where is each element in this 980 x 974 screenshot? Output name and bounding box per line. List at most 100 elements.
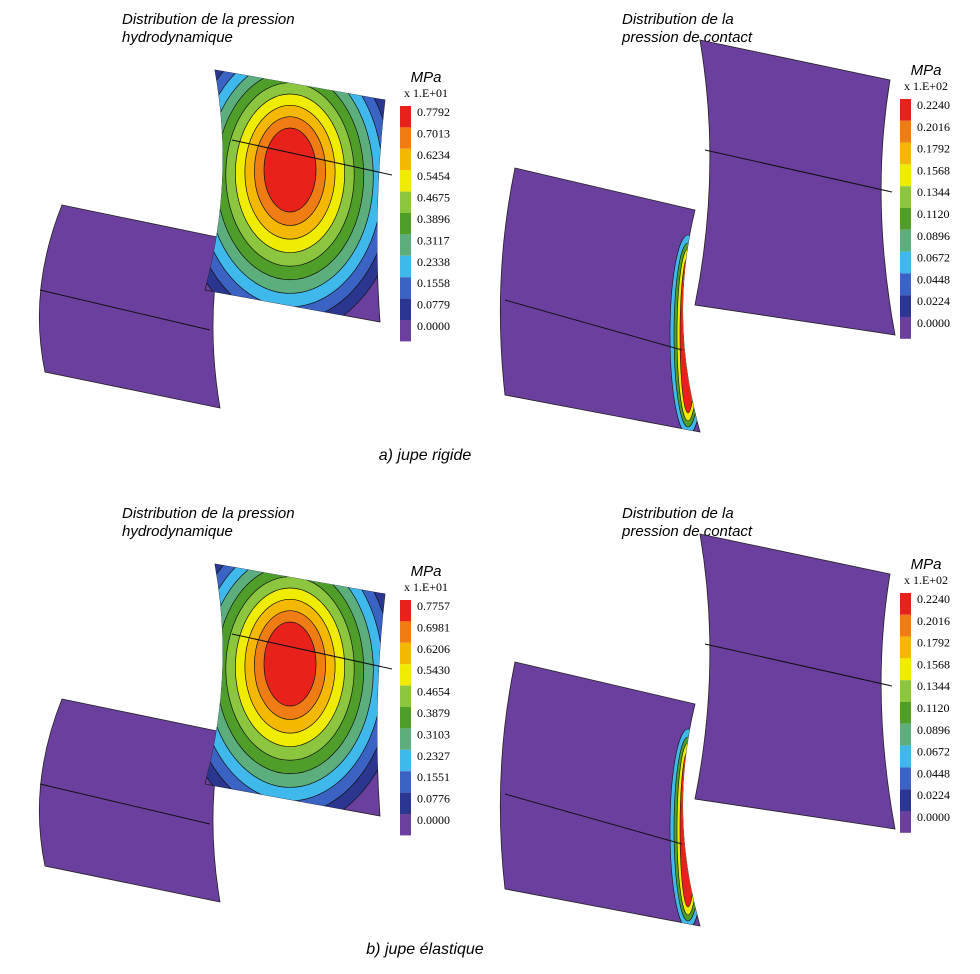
legend-label: 0.3103 <box>417 727 450 741</box>
legend-label: 0.0448 <box>917 272 950 286</box>
multiplier: x 1.E+01 <box>404 86 448 100</box>
figure-row: Distribution de la pressionhydrodynamiqu… <box>39 11 950 464</box>
sheet <box>500 168 700 432</box>
legend-label: 0.0448 <box>917 766 950 780</box>
contour <box>680 751 696 907</box>
legend-swatch <box>900 789 911 811</box>
contours <box>670 729 706 929</box>
contours <box>178 520 402 828</box>
legend-swatch <box>400 149 411 170</box>
panel-title: Distribution de la <box>622 505 734 522</box>
legend-label: 0.3896 <box>417 212 450 226</box>
legend-label: 0.2240 <box>917 592 950 606</box>
legend-label: 0.1344 <box>917 185 950 199</box>
panel-title: Distribution de la <box>622 11 734 28</box>
legend-label: 0.1568 <box>917 657 950 671</box>
legend-label: 0.0776 <box>417 792 450 806</box>
panel-title: hydrodynamique <box>122 523 233 540</box>
caption: b) jupe élastique <box>366 941 484 958</box>
contours <box>670 235 706 435</box>
legend-label: 0.0000 <box>417 319 450 333</box>
legend-swatch <box>900 317 911 339</box>
legend-swatch <box>900 746 911 768</box>
legend-label: 0.0000 <box>417 813 450 827</box>
legend-swatch <box>900 208 911 230</box>
legend-label: 0.4675 <box>417 191 450 205</box>
panel-title: pression de contact <box>621 29 753 46</box>
legend-swatch <box>900 680 911 702</box>
legend-label: 0.2338 <box>417 255 450 269</box>
contour <box>680 257 696 413</box>
legend-swatch <box>400 707 411 728</box>
legend-label: 0.0779 <box>417 298 450 312</box>
legend-swatch <box>900 593 911 615</box>
legend-label: 0.0896 <box>917 229 950 243</box>
multiplier: x 1.E+01 <box>404 580 448 594</box>
legend-label: 0.0896 <box>917 723 950 737</box>
sheet <box>39 205 222 408</box>
legend-label: 0.7013 <box>417 126 450 140</box>
legend-label: 0.6981 <box>417 620 450 634</box>
legend-label: 0.2016 <box>917 120 950 134</box>
legend-swatch <box>900 186 911 208</box>
sheet <box>695 534 895 829</box>
legend-swatch <box>900 811 911 833</box>
legend-label: 0.2327 <box>417 749 450 763</box>
legend-swatch <box>400 213 411 234</box>
sheet <box>39 699 222 902</box>
legend-swatch <box>900 230 911 252</box>
legend-swatch <box>400 256 411 277</box>
legend-label: 0.0000 <box>917 316 950 330</box>
legend-swatch <box>400 234 411 255</box>
legend-label: 0.1551 <box>417 770 450 784</box>
legend-swatch <box>400 814 411 835</box>
legend-swatch <box>900 702 911 724</box>
legend-label: 0.1792 <box>917 636 950 650</box>
figure: Distribution de la pressionhydrodynamiqu… <box>0 0 980 974</box>
legend-label: 0.7757 <box>417 599 450 613</box>
legend-swatch <box>900 164 911 186</box>
legend-swatch <box>400 793 411 814</box>
unit: MPa <box>911 556 942 573</box>
sheet <box>500 662 700 926</box>
legend-swatch <box>900 143 911 165</box>
legend-label: 0.2240 <box>917 98 950 112</box>
legend-label: 0.3117 <box>417 233 450 247</box>
legend-swatch <box>400 686 411 707</box>
panel-title: hydrodynamique <box>122 29 233 46</box>
figure-row: Distribution de la pressionhydrodynamiqu… <box>39 505 950 958</box>
legend-label: 0.6206 <box>417 642 450 656</box>
legend-swatch <box>400 106 411 127</box>
legend-label: 0.1568 <box>917 163 950 177</box>
legend-label: 0.0224 <box>917 294 950 308</box>
legend-swatch <box>900 121 911 143</box>
legend-swatch <box>400 192 411 213</box>
legend-swatch <box>900 767 911 789</box>
legend-swatch <box>400 643 411 664</box>
contour <box>264 622 316 706</box>
legend-swatch <box>900 658 911 680</box>
legend-swatch <box>400 750 411 771</box>
caption: a) jupe rigide <box>379 447 472 464</box>
legend-label: 0.0672 <box>917 745 950 759</box>
legend-label: 0.1558 <box>417 276 450 290</box>
legend-swatch <box>900 637 911 659</box>
legend-swatch <box>400 664 411 685</box>
legend-swatch <box>400 600 411 621</box>
legend-swatch <box>900 252 911 274</box>
legend-swatch <box>400 621 411 642</box>
legend-swatch <box>400 127 411 148</box>
legend-label: 0.2016 <box>917 614 950 628</box>
sheet <box>695 40 895 335</box>
legend-swatch <box>400 170 411 191</box>
panel: Distribution de la pressionhydrodynamiqu… <box>39 11 450 408</box>
legend-label: 0.7792 <box>417 105 450 119</box>
legend-label: 0.0672 <box>917 251 950 265</box>
legend-label: 0.1344 <box>917 679 950 693</box>
legend-label: 0.5454 <box>417 169 450 183</box>
legend-swatch <box>400 728 411 749</box>
panel-title: Distribution de la pression <box>122 505 295 522</box>
legend-swatch <box>900 615 911 637</box>
unit: MPa <box>411 563 442 580</box>
